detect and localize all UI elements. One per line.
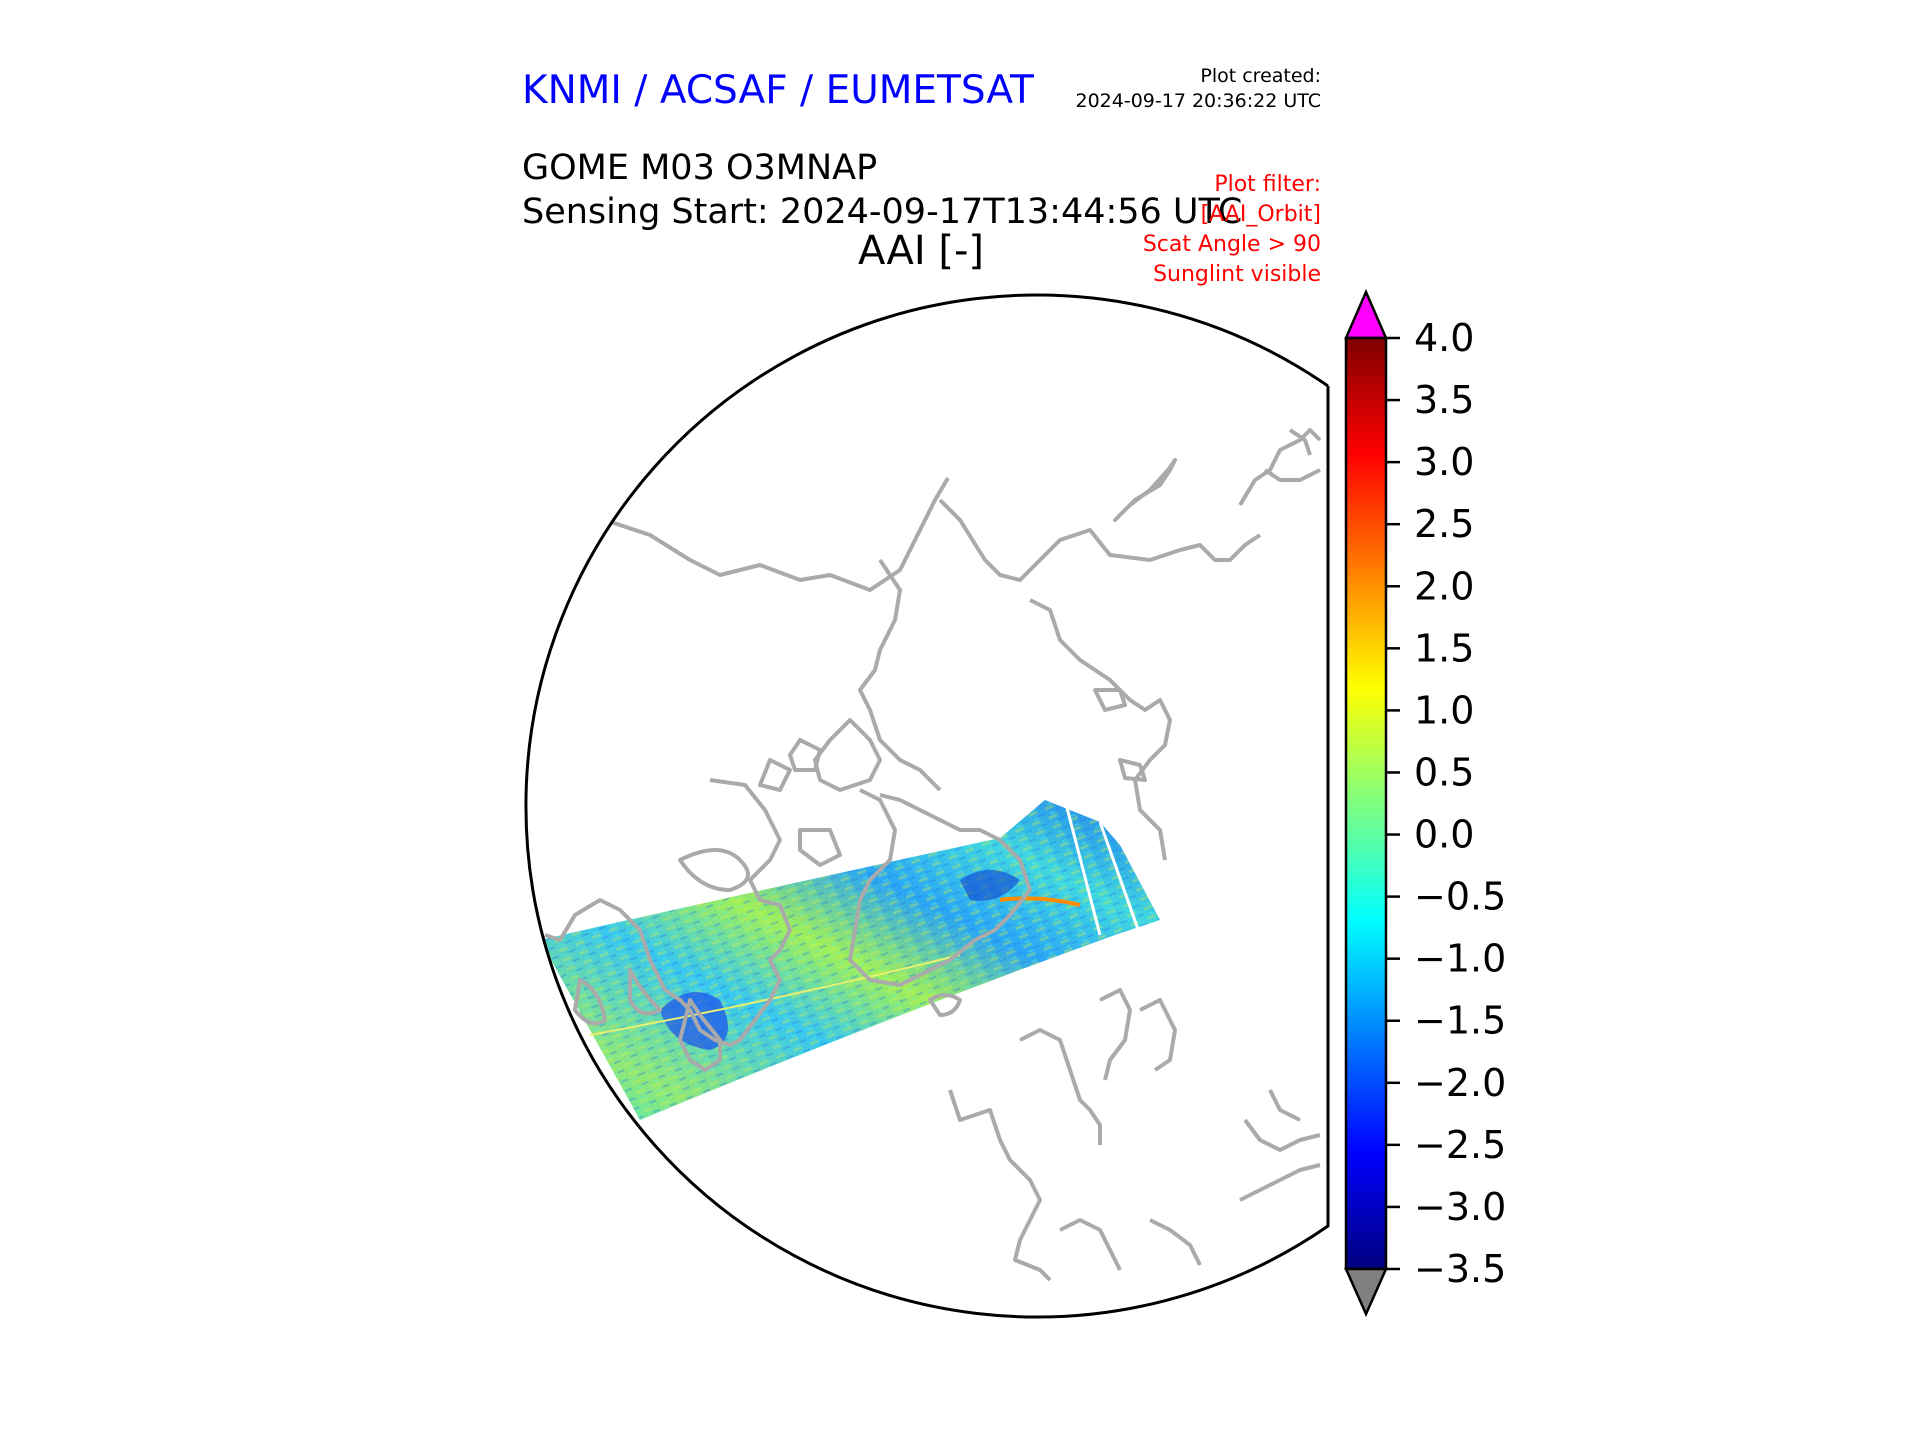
- plot-created-time: 2024-09-17 20:36:22 UTC: [1075, 90, 1322, 112]
- colorbar-tick-label: 2.5: [1414, 502, 1474, 546]
- colorbar-tick-label: −1.5: [1414, 999, 1506, 1043]
- product-title: GOME M03 O3MNAP: [522, 148, 878, 188]
- colorbar-tick-label: 1.0: [1414, 688, 1474, 732]
- colorbar-tick-label: 0.5: [1414, 750, 1474, 794]
- colorbar-tick-label: −0.5: [1414, 875, 1506, 919]
- map-boundary: [524, 293, 1330, 1319]
- plot-filter-line: Sunglint visible: [1153, 262, 1321, 287]
- parameter-label: AAI [-]: [858, 228, 984, 274]
- colorbar-tick-label: 3.0: [1414, 440, 1474, 484]
- product-block: GOME M03 O3MNAP Sensing Start: 2024-09-1…: [522, 146, 1242, 234]
- colorbar-under-arrow: [1344, 1267, 1388, 1318]
- colorbar-tick-label: 0.0: [1414, 813, 1474, 857]
- colorbar-over-arrow: [1344, 288, 1388, 340]
- colorbar-tick-label: −2.0: [1414, 1061, 1506, 1105]
- colorbar-tick-label: 2.0: [1414, 564, 1474, 608]
- plot-filter-line: Scat Angle > 90: [1142, 232, 1321, 257]
- plot-filter-line: [AAI_Orbit]: [1200, 202, 1321, 227]
- colorbar-tick-label: −3.0: [1414, 1185, 1506, 1229]
- colorbar-tick-label: 1.5: [1414, 626, 1474, 670]
- plot-filter-block: Plot filter: [AAI_Orbit] Scat Angle > 90…: [1143, 170, 1321, 290]
- colorbar-tick-label: −1.0: [1414, 937, 1506, 981]
- colorbar-gradient: [1344, 336, 1388, 1271]
- map-content: [540, 428, 1322, 1282]
- plot-filter-title: Plot filter:: [1214, 172, 1321, 197]
- sensing-start: Sensing Start: 2024-09-17T13:44:56 UTC: [522, 192, 1243, 232]
- colorbar-tick-label: −2.5: [1414, 1123, 1506, 1167]
- organization-title: KNMI / ACSAF / EUMETSAT: [522, 68, 1034, 113]
- colorbar-tick-label: 4.0: [1414, 316, 1474, 360]
- colorbar-tick-label: −3.5: [1414, 1247, 1506, 1291]
- coastlines: [544, 428, 1322, 1282]
- plot-created-block: Plot created: 2024-09-17 20:36:22 UTC: [1076, 64, 1322, 114]
- plot-created-label: Plot created:: [1200, 65, 1321, 87]
- colorbar-ticks: 4.0 3.5 3.0 2.5 2.0 1.5 1.0 0.5 0.0 −0.5 −1.0 −1.5 −…: [1386, 316, 1506, 1291]
- colorbar-tick-label: 3.5: [1414, 378, 1474, 422]
